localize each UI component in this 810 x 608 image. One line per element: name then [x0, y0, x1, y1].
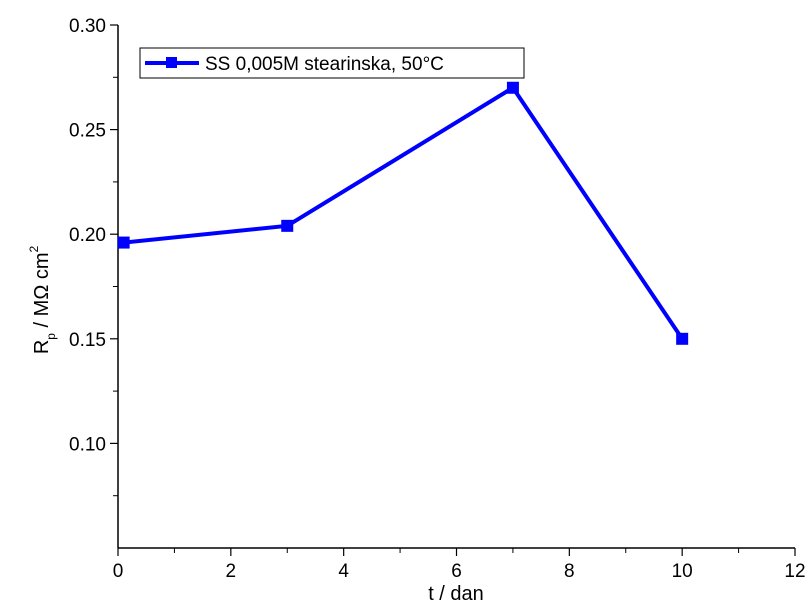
series-layer	[117, 81, 689, 345]
x-axis-ticks: 0 2 4 6 8 10 12	[113, 548, 806, 582]
x-tick-label: 0	[113, 561, 124, 582]
y-axis-title-rest: / MΩ cm	[31, 253, 53, 334]
y-axis-title-main: R	[31, 340, 53, 354]
x-axis-title: t / dan	[428, 583, 484, 605]
legend-box	[139, 47, 525, 79]
svg-text:Rp / MΩ cm2: Rp / MΩ cm2	[27, 246, 58, 355]
y-axis-ticks: 0.10 0.15 0.20 0.25 0.30	[69, 16, 118, 497]
y-axis-title-sub: p	[44, 333, 58, 340]
data-point	[117, 236, 130, 249]
x-tick-label: 12	[784, 561, 805, 582]
y-axis-title: Rp / MΩ cm2	[27, 246, 58, 355]
y-tick-label: 0.10	[69, 434, 106, 455]
x-tick-label: 6	[451, 561, 462, 582]
data-point	[676, 332, 689, 345]
legend-label: SS 0,005M stearinska, 50°C	[205, 54, 444, 75]
plot-frame	[117, 25, 795, 549]
legend: SS 0,005M stearinska, 50°C	[139, 47, 525, 79]
series-line	[123, 85, 684, 340]
x-tick-label: 2	[226, 561, 237, 582]
x-tick-label: 10	[672, 561, 693, 582]
y-tick-label: 0.15	[69, 330, 106, 351]
data-point	[281, 219, 294, 232]
y-tick-label: 0.20	[69, 225, 106, 246]
y-tick-label: 0.25	[69, 121, 106, 142]
x-tick-label: 4	[338, 561, 349, 582]
y-tick-label: 0.30	[69, 16, 106, 37]
y-axis-title-sup: 2	[27, 246, 41, 253]
data-point	[506, 81, 519, 94]
x-tick-label: 8	[564, 561, 575, 582]
legend-marker-sample	[166, 57, 177, 68]
